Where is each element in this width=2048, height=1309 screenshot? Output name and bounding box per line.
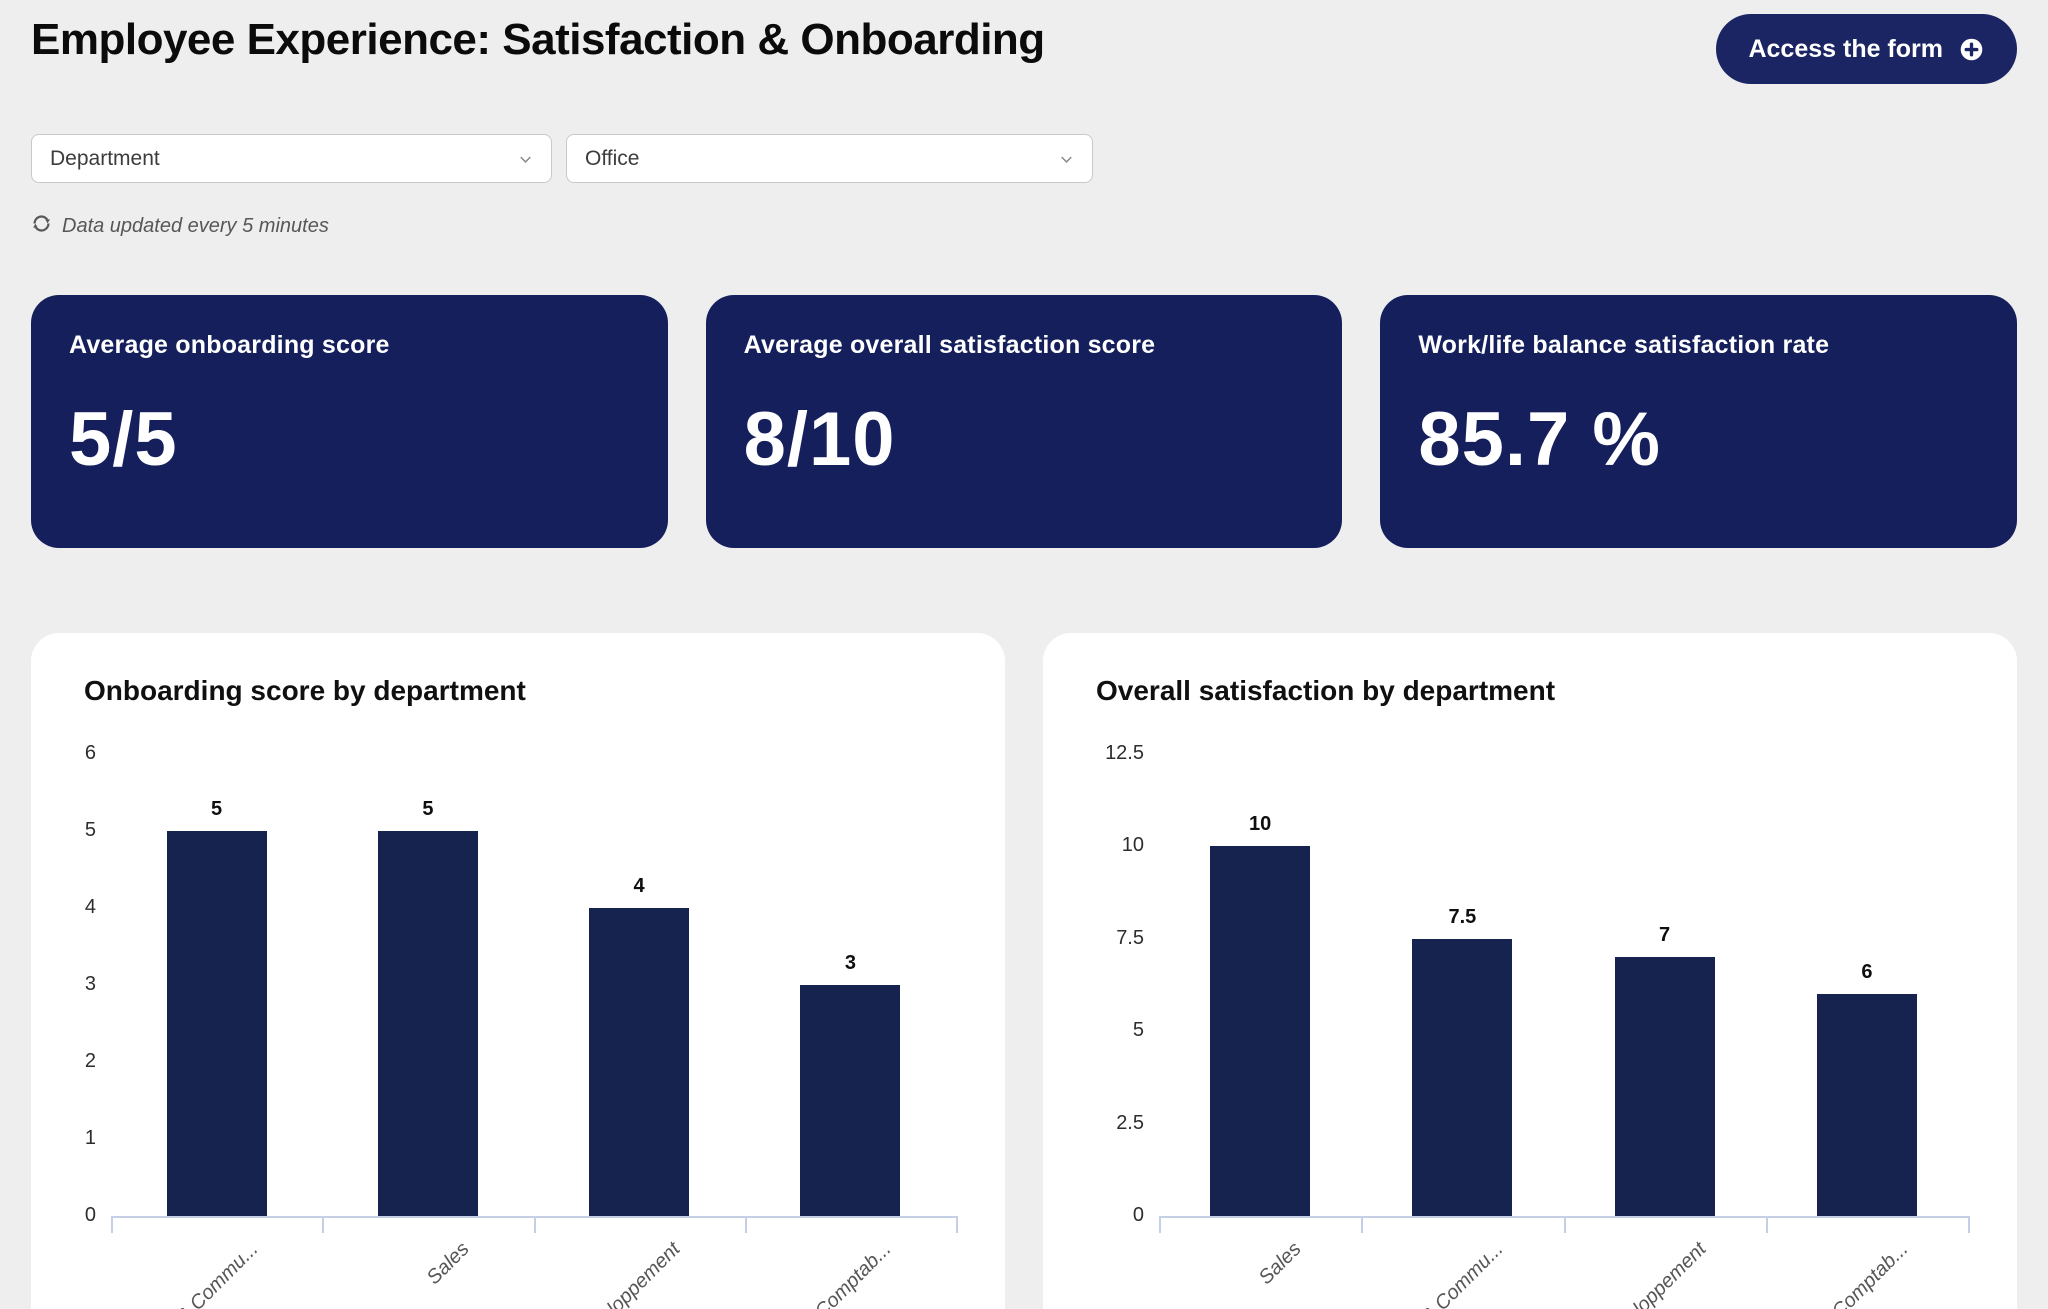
bar-value-label: 6 [1861, 961, 1873, 984]
y-tick-label: 7.5 [1116, 926, 1144, 949]
x-tick-mark [322, 1216, 325, 1233]
refresh-icon [31, 213, 52, 239]
office-filter-label: Office [585, 146, 640, 170]
kpi-card-worklife-balance: Work/life balance satisfaction rate 85.7… [1380, 295, 2017, 548]
kpi-value: 5/5 [69, 397, 178, 482]
kpi-value: 85.7 % [1418, 397, 1661, 482]
header: Employee Experience: Satisfaction & Onbo… [31, 14, 2017, 84]
chart-card-satisfaction-by-department: Overall satisfaction by department 12.5 1… [1043, 633, 2017, 1309]
x-tick-mark [1563, 1216, 1566, 1233]
plus-circle-icon [1958, 36, 1985, 63]
kpi-label: Average overall satisfaction score [743, 331, 1156, 359]
x-tick-mark [533, 1216, 536, 1233]
y-tick-label: 10 [1121, 834, 1144, 857]
y-tick-label: 5 [1132, 1019, 1144, 1042]
bar-chart-onboarding: 6 5 4 3 2 1 0 5 & Commu... 5 Sales 4 loppement 3 Compt… [31, 633, 1005, 1309]
x-tick-label: loppement [603, 1238, 685, 1309]
kpi-card-overall-satisfaction: Average overall satisfaction score 8/10 [705, 295, 1343, 548]
bar-value-label: 4 [633, 875, 645, 897]
x-tick-mark [1159, 1216, 1161, 1233]
department-filter-label: Department [50, 146, 160, 170]
x-tick-label: Comptab... [811, 1238, 896, 1309]
chart-title: Overall satisfaction by department [1096, 675, 1556, 706]
x-tick-mark [744, 1216, 747, 1233]
kpi-card-onboarding-score: Average onboarding score 5/5 [31, 295, 668, 548]
y-tick-label: 0 [84, 1204, 96, 1226]
kpi-value: 8/10 [743, 397, 896, 482]
bar [1412, 938, 1513, 1216]
kpi-cards: Average onboarding score 5/5 Average ove… [31, 295, 2017, 548]
data-update-note-text: Data updated every 5 minutes [62, 214, 329, 237]
data-update-note: Data updated every 5 minutes [31, 213, 2017, 239]
y-tick-label: 3 [84, 973, 96, 995]
y-tick-label: 1 [84, 1127, 96, 1149]
x-tick-label: Comptab... [1827, 1238, 1913, 1309]
bar [1210, 846, 1311, 1216]
department-filter-select[interactable]: Department [31, 134, 552, 183]
y-tick-label: 6 [84, 742, 96, 764]
bar [800, 985, 901, 1216]
y-tick-label: 0 [1132, 1204, 1144, 1226]
page-title: Employee Experience: Satisfaction & Onbo… [31, 15, 1045, 64]
bar-value-label: 7.5 [1448, 905, 1477, 928]
bar [589, 908, 690, 1216]
x-tick-mark [956, 1216, 958, 1233]
x-tick-label: Sales [1254, 1238, 1306, 1289]
y-tick-label: 5 [84, 819, 96, 841]
x-tick-mark [1361, 1216, 1364, 1233]
chart-card-onboarding-by-department: Onboarding score by department 6 5 4 3 2 1 0 5 &… [31, 633, 1005, 1309]
chart-title: Onboarding score by department [84, 675, 526, 706]
kpi-label: Average onboarding score [69, 331, 390, 359]
access-form-button[interactable]: Access the form [1716, 14, 2017, 84]
x-tick-label: & Commu... [171, 1238, 263, 1309]
chevron-down-icon [1057, 150, 1076, 175]
kpi-label: Work/life balance satisfaction rate [1418, 331, 1830, 359]
y-tick-label: 2.5 [1116, 1111, 1144, 1134]
chevron-down-icon [516, 150, 535, 175]
bar [166, 831, 267, 1216]
x-tick-mark [1765, 1216, 1768, 1233]
bar-chart-satisfaction: 12.5 10 7.5 5 2.5 0 10 Sales 7.5 & Commu... 7 loppe… [1043, 633, 2017, 1309]
x-tick-label: loppement [1628, 1238, 1711, 1309]
bar-value-label: 10 [1248, 813, 1272, 836]
filters: Department Office [31, 134, 2017, 183]
bar-value-label: 3 [844, 952, 856, 974]
bar-value-label: 7 [1659, 924, 1671, 947]
bar [1614, 957, 1715, 1216]
office-filter-select[interactable]: Office [566, 134, 1093, 183]
x-tick-mark [111, 1216, 113, 1233]
y-tick-label: 12.5 [1105, 742, 1144, 764]
access-form-button-label: Access the form [1748, 34, 1943, 63]
x-tick-label: Sales [422, 1238, 474, 1289]
bar [1816, 994, 1917, 1216]
bar-value-label: 5 [422, 798, 434, 820]
bar-value-label: 5 [211, 798, 223, 820]
bar [377, 831, 478, 1216]
x-tick-label: & Commu... [1417, 1238, 1508, 1309]
x-tick-mark [1968, 1216, 1970, 1233]
charts: Onboarding score by department 6 5 4 3 2 1 0 5 &… [31, 633, 2017, 1309]
y-tick-label: 4 [84, 896, 96, 918]
y-tick-label: 2 [84, 1050, 96, 1072]
